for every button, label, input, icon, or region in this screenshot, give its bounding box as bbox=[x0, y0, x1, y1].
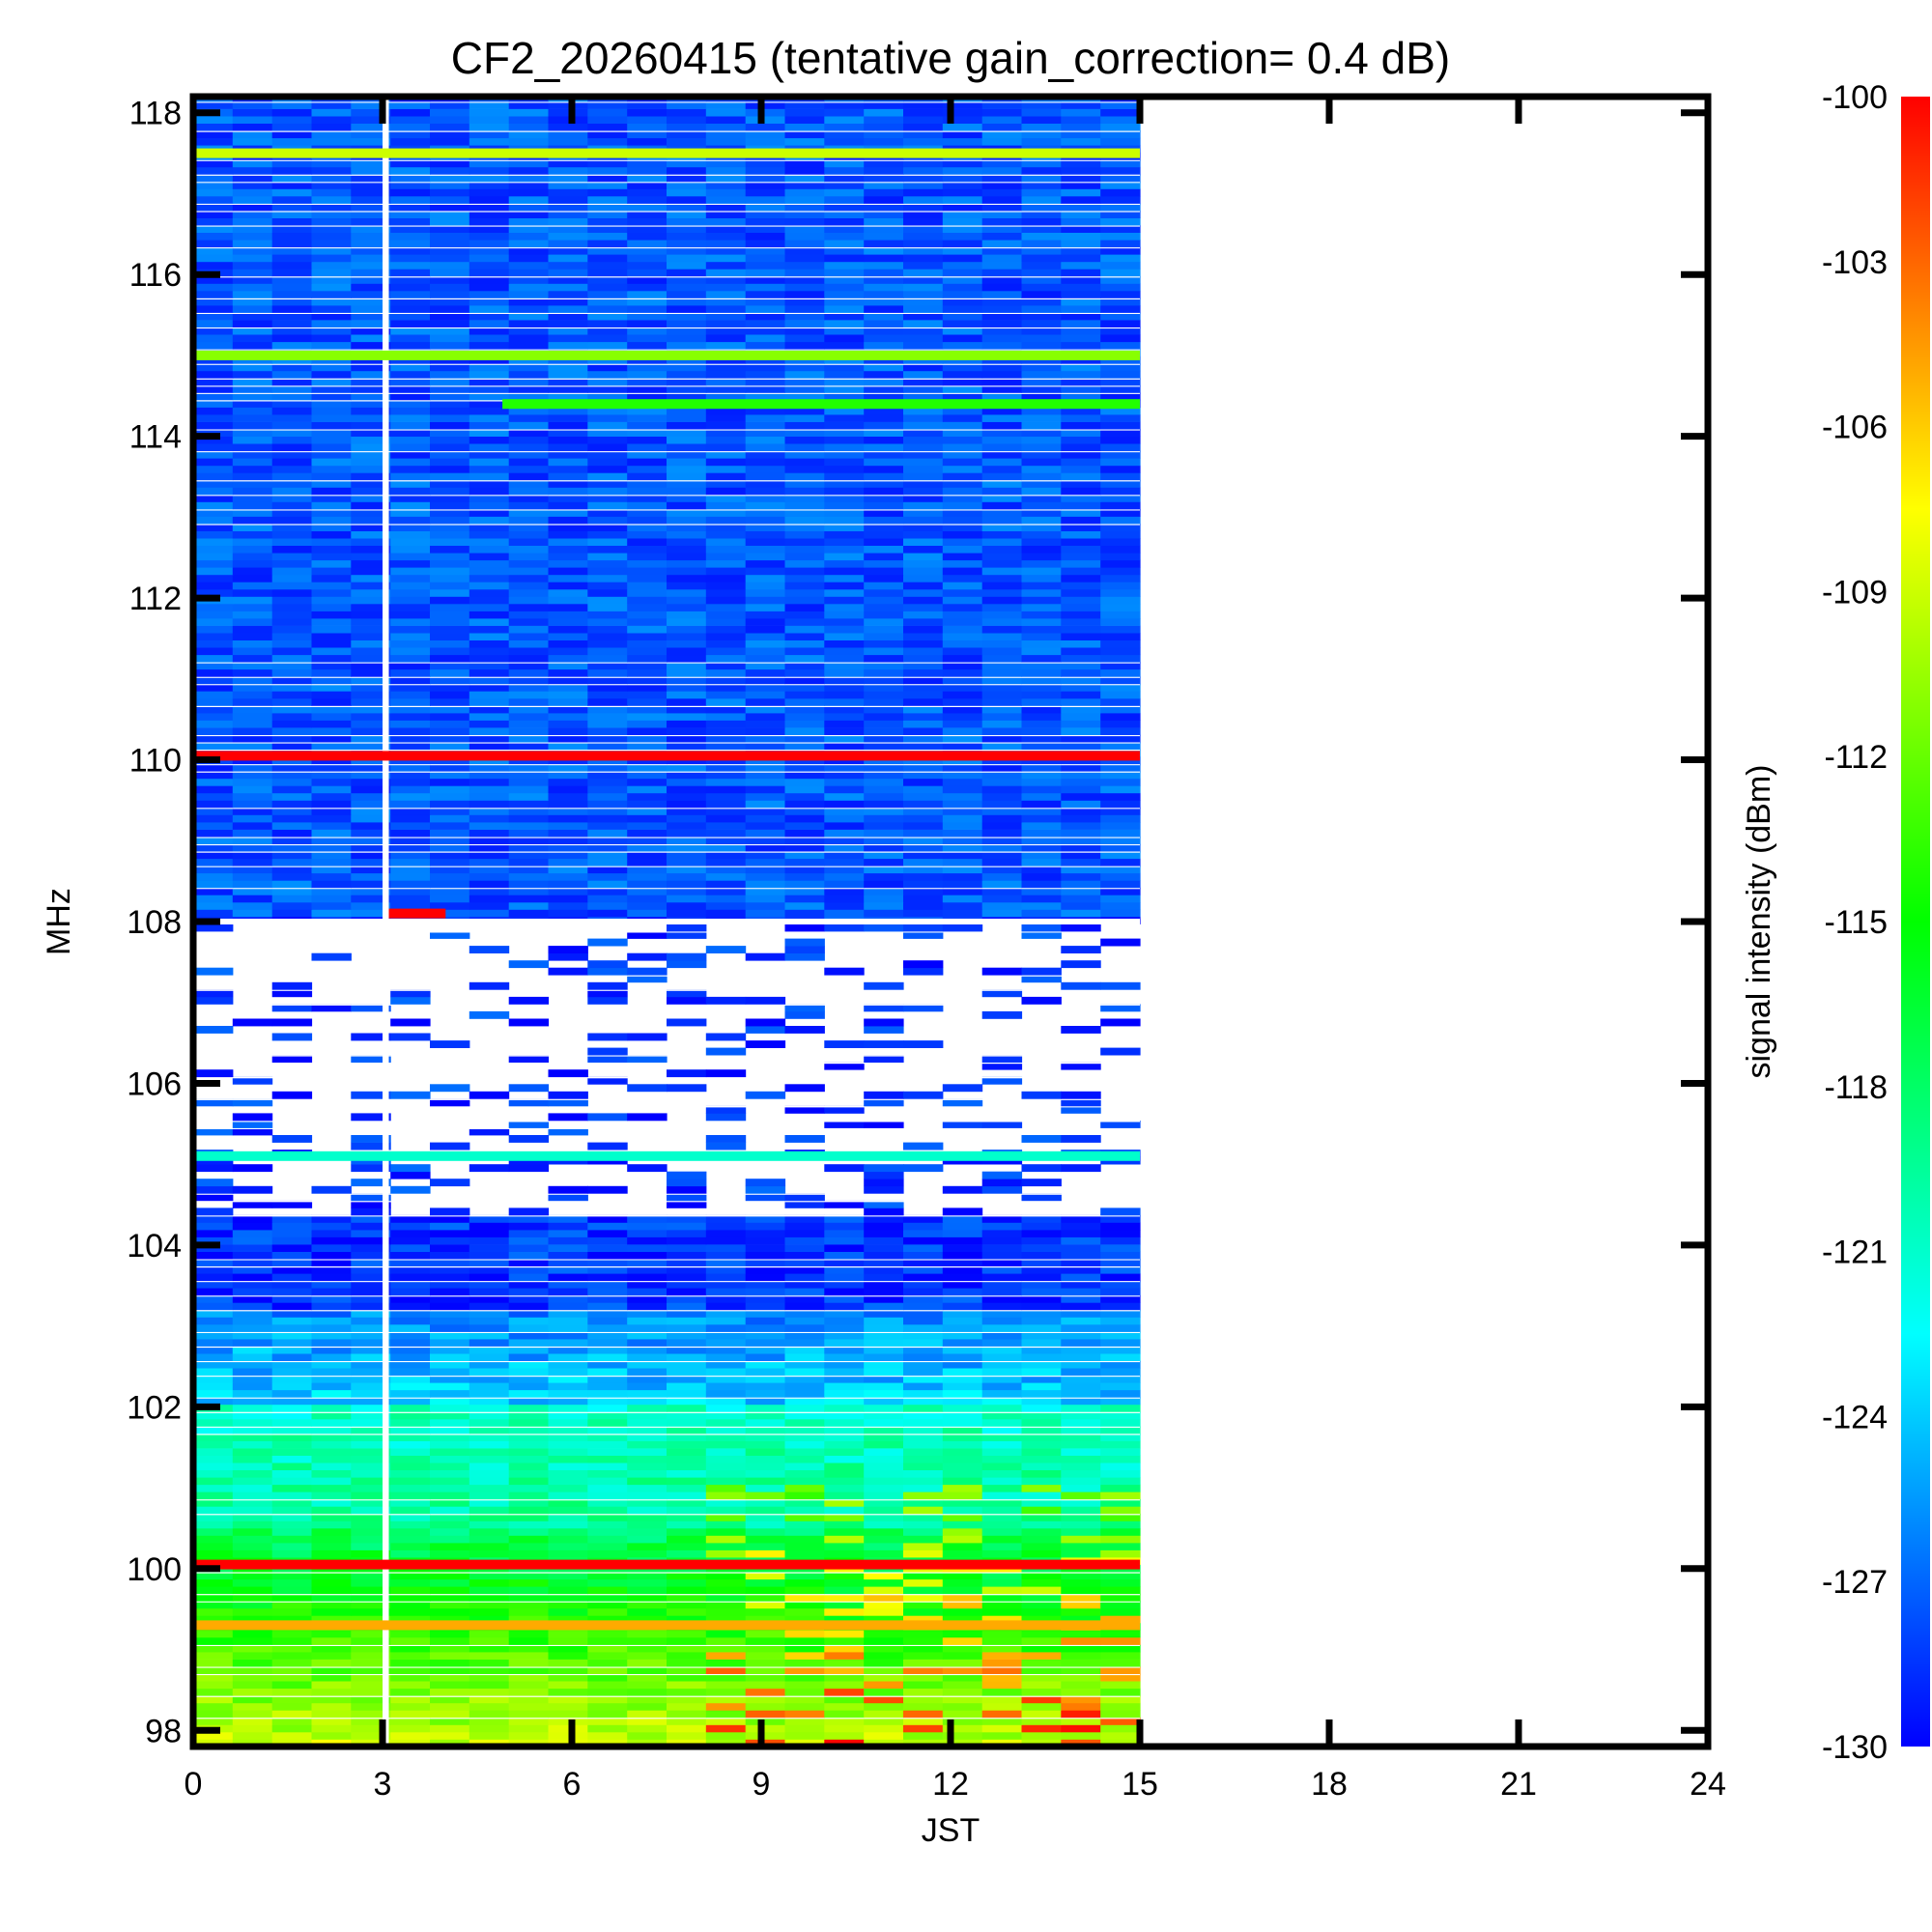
x-tick-label: 0 bbox=[185, 1766, 203, 1803]
y-tick-label: 118 bbox=[129, 96, 182, 132]
y-tick-label: 112 bbox=[129, 581, 182, 617]
colorbar-tick-label: -118 bbox=[1824, 1069, 1888, 1106]
y-tick-label: 108 bbox=[127, 904, 182, 941]
x-tick-label: 21 bbox=[1500, 1766, 1537, 1803]
x-tick-label: 24 bbox=[1690, 1766, 1726, 1803]
x-tick-label: 12 bbox=[932, 1766, 969, 1803]
x-axis: 0 3 6 9 12 15 18 21 24 bbox=[185, 97, 1726, 1803]
y-tick-label: 110 bbox=[129, 743, 182, 780]
x-tick-label: 9 bbox=[753, 1766, 771, 1803]
colorbar-tick-label: -121 bbox=[1822, 1235, 1888, 1271]
y-axis-label: MHz bbox=[41, 888, 77, 955]
colorbar bbox=[1901, 97, 1930, 1747]
colorbar-label: signal intensity (dBm) bbox=[1741, 764, 1777, 1078]
colorbar-tick-label: -115 bbox=[1824, 904, 1888, 941]
colorbar-tick-label: -124 bbox=[1822, 1399, 1888, 1435]
x-tick-label: 15 bbox=[1122, 1766, 1158, 1803]
signal-line-5 bbox=[193, 1151, 1140, 1161]
x-axis-label: JST bbox=[922, 1812, 980, 1849]
colorbar-tick-label: -106 bbox=[1822, 410, 1888, 446]
colorbar-tick-label: -130 bbox=[1822, 1729, 1888, 1766]
signal-line-3 bbox=[193, 751, 1140, 761]
colorbar-tick-label: -112 bbox=[1824, 739, 1888, 776]
signal-line-4 bbox=[388, 908, 446, 919]
signal-line-2 bbox=[502, 399, 1140, 410]
signal-lines bbox=[193, 148, 1140, 1631]
y-tick-label: 116 bbox=[129, 257, 182, 294]
signal-line-0 bbox=[193, 148, 1140, 158]
y-tick-label: 102 bbox=[127, 1389, 182, 1426]
y-axis: 98 100 102 104 106 108 110 112 114 116 118 bbox=[127, 96, 1708, 1749]
heatmap-layer bbox=[193, 97, 1141, 1747]
y-tick-label: 98 bbox=[145, 1713, 182, 1749]
colorbar-ticks: -100 -103 -106 -109 -112 -115 -118 -121 -124 -127… bbox=[1822, 79, 1888, 1766]
colorbar-tick-label: -103 bbox=[1822, 244, 1888, 281]
y-tick-label: 114 bbox=[129, 419, 182, 456]
chart-title: CF2_20260415 (tentative gain_correction=… bbox=[451, 33, 1450, 83]
signal-line-1 bbox=[193, 350, 1140, 360]
signal-line-6 bbox=[193, 1559, 1140, 1570]
x-tick-label: 6 bbox=[563, 1766, 582, 1803]
signal-line-7 bbox=[193, 1620, 1140, 1631]
y-tick-label: 104 bbox=[127, 1228, 182, 1264]
x-tick-label: 18 bbox=[1311, 1766, 1348, 1803]
colorbar-tick-label: -100 bbox=[1822, 79, 1888, 116]
x-tick-label: 3 bbox=[374, 1766, 392, 1803]
colorbar-tick-label: -109 bbox=[1822, 574, 1888, 611]
y-tick-label: 100 bbox=[127, 1551, 182, 1588]
colorbar-tick-label: -127 bbox=[1822, 1564, 1888, 1601]
y-tick-label: 106 bbox=[127, 1065, 182, 1102]
